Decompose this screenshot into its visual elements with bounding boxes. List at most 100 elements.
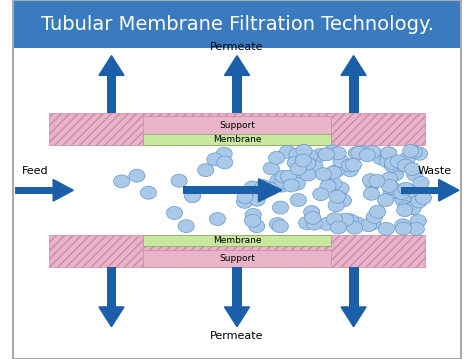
Bar [401, 187, 439, 194]
Circle shape [384, 157, 401, 170]
Bar [232, 75, 242, 113]
Polygon shape [439, 180, 459, 201]
Circle shape [382, 180, 398, 192]
Circle shape [273, 201, 289, 214]
Circle shape [245, 214, 261, 227]
Bar [49, 113, 425, 145]
Circle shape [379, 155, 395, 168]
Circle shape [306, 217, 322, 230]
Circle shape [405, 202, 421, 215]
Polygon shape [99, 307, 124, 327]
Circle shape [395, 194, 411, 206]
Circle shape [397, 204, 413, 217]
Bar [143, 116, 331, 134]
Circle shape [338, 213, 354, 226]
Circle shape [300, 157, 316, 170]
Circle shape [184, 190, 201, 203]
Circle shape [280, 174, 296, 187]
Circle shape [340, 214, 356, 227]
Circle shape [303, 206, 320, 219]
Circle shape [415, 191, 431, 204]
Circle shape [406, 145, 422, 158]
Bar [349, 75, 358, 113]
Circle shape [237, 191, 253, 204]
Circle shape [348, 147, 365, 160]
Circle shape [383, 186, 399, 199]
Circle shape [365, 145, 381, 158]
Circle shape [325, 166, 341, 179]
Circle shape [270, 174, 286, 187]
Bar [232, 267, 242, 307]
Circle shape [415, 187, 431, 200]
Circle shape [402, 145, 419, 158]
Circle shape [249, 220, 265, 233]
Bar [49, 235, 425, 267]
Circle shape [399, 152, 415, 165]
Circle shape [279, 145, 295, 158]
Circle shape [351, 146, 367, 159]
Circle shape [342, 164, 358, 177]
Bar [15, 187, 53, 194]
Circle shape [341, 159, 357, 172]
Circle shape [380, 148, 396, 161]
Circle shape [272, 220, 288, 233]
Circle shape [305, 211, 321, 224]
Circle shape [333, 182, 349, 195]
Circle shape [346, 221, 363, 234]
Circle shape [404, 163, 420, 176]
Circle shape [381, 147, 397, 160]
Circle shape [406, 185, 422, 197]
Circle shape [328, 199, 344, 212]
Circle shape [244, 181, 260, 194]
Circle shape [398, 201, 414, 214]
Circle shape [114, 175, 130, 188]
Circle shape [369, 174, 385, 187]
Circle shape [210, 213, 226, 225]
Bar [143, 250, 331, 267]
Circle shape [329, 190, 346, 203]
Circle shape [295, 168, 311, 181]
Polygon shape [53, 180, 73, 201]
Circle shape [333, 155, 349, 168]
Text: Membrane: Membrane [213, 135, 261, 144]
Circle shape [289, 148, 305, 161]
FancyBboxPatch shape [13, 0, 461, 48]
Circle shape [387, 168, 403, 181]
Circle shape [255, 180, 272, 193]
Polygon shape [225, 307, 249, 327]
Text: Waste: Waste [418, 165, 452, 176]
Circle shape [363, 174, 379, 187]
Bar [183, 186, 258, 194]
Circle shape [312, 149, 328, 162]
Circle shape [217, 156, 233, 169]
Circle shape [365, 217, 381, 230]
Circle shape [370, 205, 386, 218]
Text: Permeate: Permeate [210, 42, 264, 52]
Circle shape [329, 216, 345, 229]
Circle shape [394, 187, 410, 200]
Circle shape [280, 170, 296, 183]
Circle shape [336, 194, 352, 207]
Circle shape [290, 162, 306, 175]
Bar [349, 267, 358, 307]
Circle shape [301, 150, 318, 163]
Circle shape [318, 148, 335, 161]
Circle shape [410, 215, 427, 228]
Polygon shape [225, 56, 249, 75]
Circle shape [410, 194, 426, 207]
Circle shape [378, 222, 394, 235]
Circle shape [171, 174, 187, 187]
Circle shape [398, 159, 414, 172]
Circle shape [365, 177, 381, 190]
Circle shape [330, 221, 346, 234]
Circle shape [207, 153, 223, 166]
Circle shape [407, 168, 423, 181]
Circle shape [320, 180, 336, 192]
Circle shape [296, 144, 312, 157]
Circle shape [307, 159, 323, 172]
Text: Support: Support [219, 121, 255, 130]
Circle shape [300, 168, 316, 181]
Circle shape [269, 151, 285, 164]
Circle shape [287, 156, 303, 169]
Circle shape [384, 182, 401, 195]
